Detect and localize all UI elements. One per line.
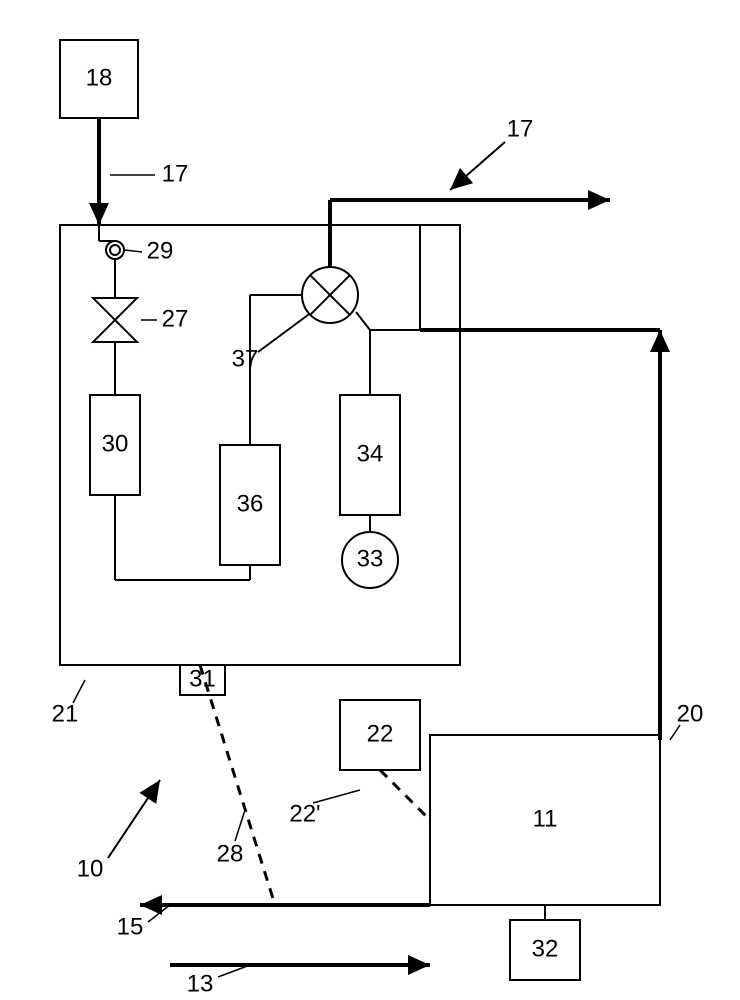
svg-text:17: 17 xyxy=(507,115,534,142)
svg-text:37: 37 xyxy=(232,345,259,372)
svg-text:10: 10 xyxy=(77,855,104,882)
svg-text:15: 15 xyxy=(117,913,144,940)
diagram-canvas: 1830363422113231293733271021171715132022… xyxy=(0,0,740,1000)
label-b22: 22 xyxy=(367,720,394,747)
svg-text:22': 22' xyxy=(289,800,320,827)
svg-text:29: 29 xyxy=(147,237,174,264)
svg-text:21: 21 xyxy=(52,700,79,727)
label-b11: 11 xyxy=(533,805,558,832)
label-b18: 18 xyxy=(86,64,113,91)
svg-text:17: 17 xyxy=(162,160,189,187)
svg-text:28: 28 xyxy=(217,840,244,867)
label-b32: 32 xyxy=(532,935,559,962)
svg-text:27: 27 xyxy=(162,305,189,332)
svg-text:13: 13 xyxy=(187,970,214,997)
label-b34: 34 xyxy=(357,440,384,467)
label-b30: 30 xyxy=(102,430,129,457)
svg-text:20: 20 xyxy=(677,700,704,727)
svg-text:33: 33 xyxy=(357,545,384,572)
label-b36: 36 xyxy=(237,490,264,517)
